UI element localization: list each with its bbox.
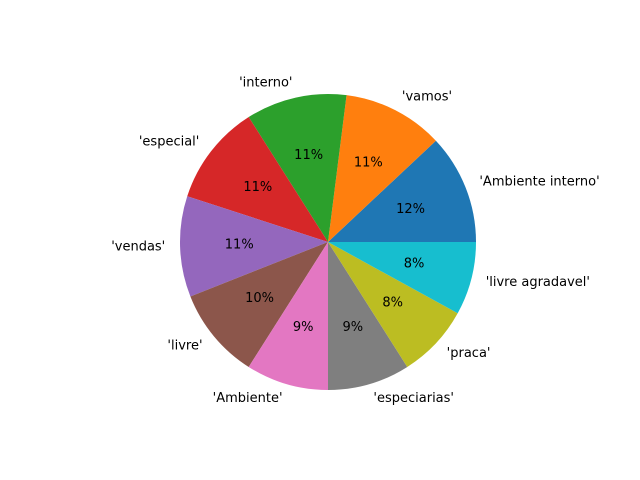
pie-slice xyxy=(190,242,328,367)
pie-slice xyxy=(179,196,328,297)
percent-label: 12% xyxy=(396,202,425,217)
category-label: 'vamos' xyxy=(402,89,452,104)
percent-label: 11% xyxy=(354,155,383,170)
percent-label: 8% xyxy=(404,257,425,272)
category-label: 'vendas' xyxy=(111,240,165,255)
percent-label: 11% xyxy=(243,180,272,195)
percent-label: 10% xyxy=(245,291,274,306)
category-label: 'especiarias' xyxy=(373,391,454,406)
category-label: 'praca' xyxy=(447,346,491,361)
category-label: 'Ambiente' xyxy=(213,391,283,406)
pie-slice xyxy=(328,140,476,242)
pie-labels: 12% 'Ambiente interno' 11% 'vamos' 11% 'inter… xyxy=(111,76,599,406)
pie-slice xyxy=(328,242,458,367)
category-label: 'livre agradavel' xyxy=(486,275,590,290)
percent-label: 9% xyxy=(342,320,363,335)
percent-label: 11% xyxy=(294,148,323,163)
category-label: 'livre' xyxy=(167,338,202,353)
pie-slice xyxy=(328,95,436,242)
category-label: 'Ambiente interno' xyxy=(479,175,599,190)
pie-slice xyxy=(328,242,408,390)
pie-slices xyxy=(179,94,476,390)
pie-slice xyxy=(248,242,328,390)
percent-label: 8% xyxy=(382,295,403,310)
pie-slice xyxy=(248,94,347,243)
percent-label: 11% xyxy=(225,237,254,252)
category-label: 'interno' xyxy=(239,76,292,91)
pie-slice xyxy=(187,117,328,242)
percent-label: 9% xyxy=(293,320,314,335)
category-label: 'especial' xyxy=(139,135,200,150)
pie-slice xyxy=(328,242,476,314)
